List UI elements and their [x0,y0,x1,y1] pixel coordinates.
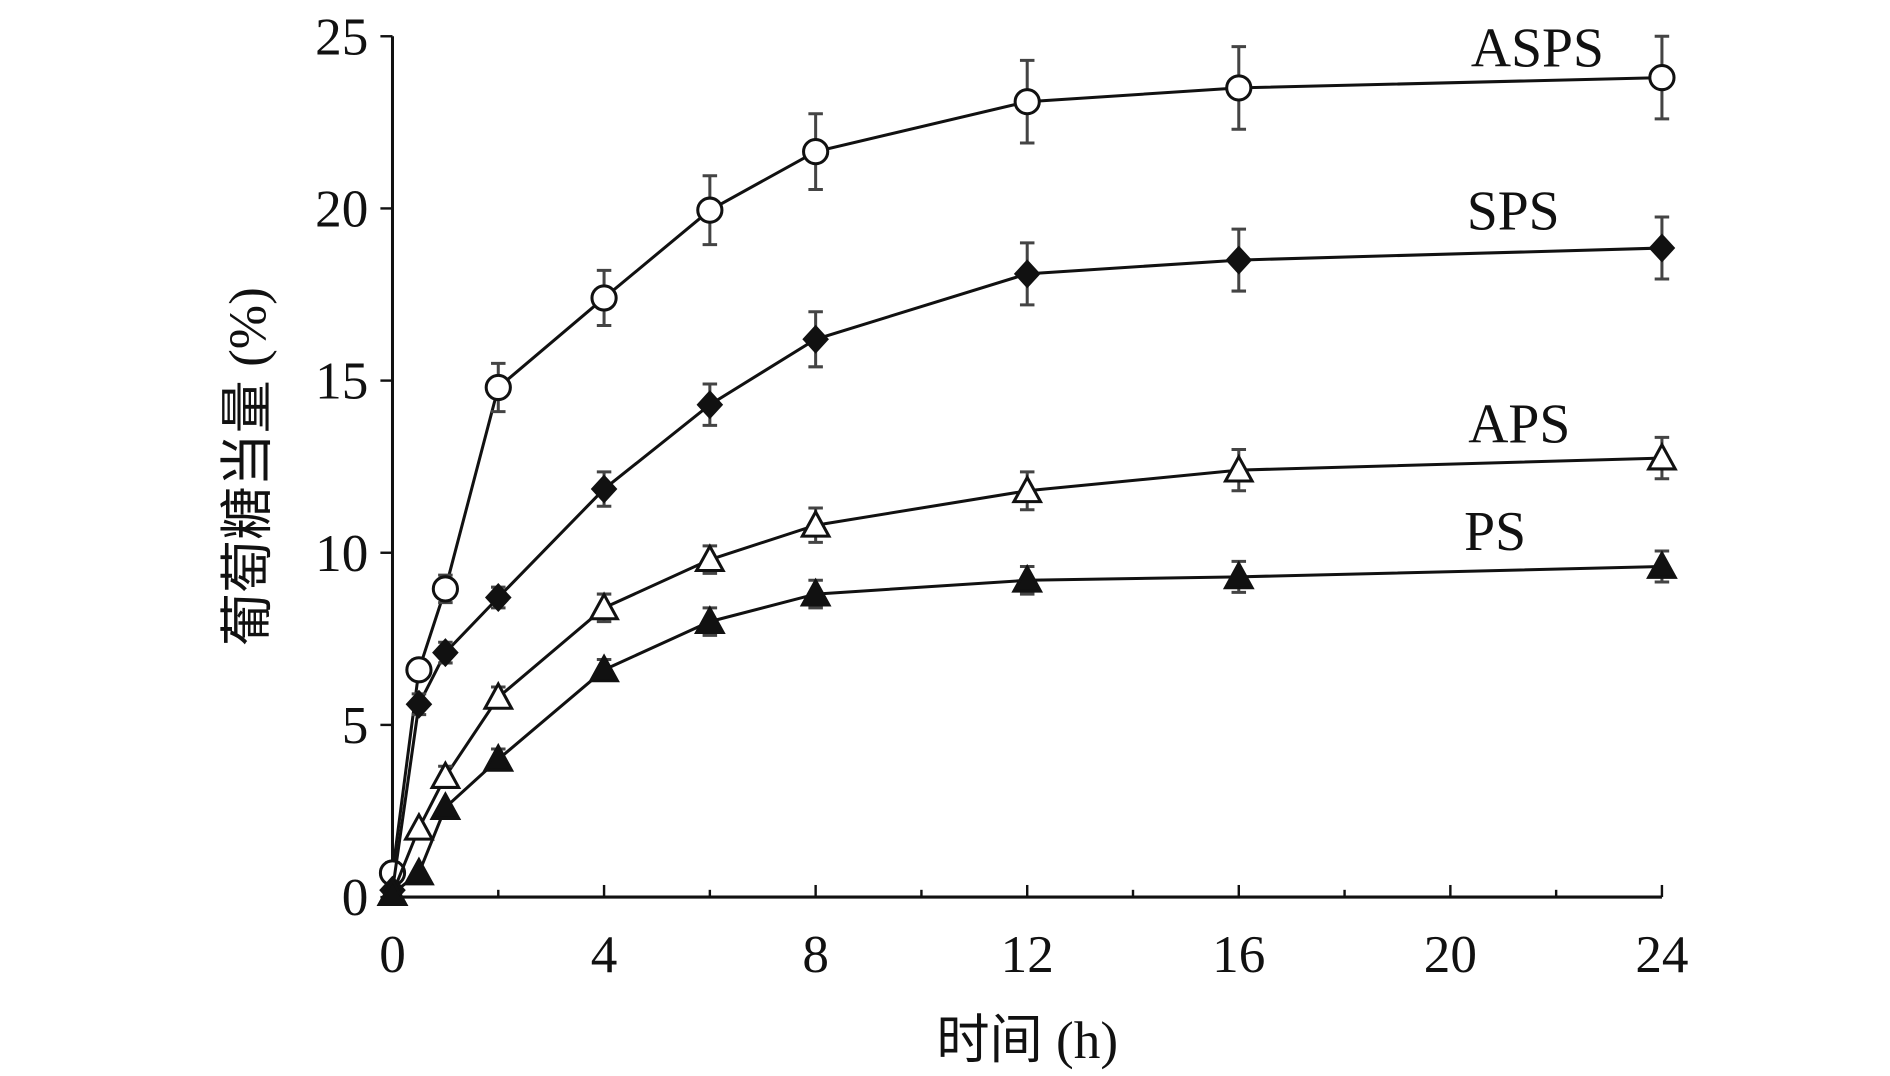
data-point-triangle [1011,474,1044,504]
data-point-triangle [429,791,462,820]
data-point-triangle [693,543,726,573]
data-point-circle [405,656,433,684]
data-point-circle [484,373,512,402]
data-point-circle [802,138,830,166]
data-point-diamond [1225,245,1253,275]
series-line [390,76,1662,874]
data-point-triangle [376,877,409,907]
data-point-triangle [1646,441,1678,471]
data-point-circle [431,575,459,603]
series-group: ASPS SPS APS PS [376,17,1678,907]
data-point-triangle [588,653,620,683]
y-tick-label: 20 [315,180,368,239]
series-label-ps: PS [1464,501,1526,563]
data-point-diamond [590,474,618,504]
data-point-diamond [484,583,512,613]
data-point-triangle [799,508,832,538]
data-point-circle [590,284,618,312]
y-axis-label: 葡萄糖当量 (%) [219,287,278,646]
data-point-triangle [799,577,832,607]
data-point-circle [1225,74,1253,102]
series-line [391,456,1662,895]
data-point-triangle [588,591,620,621]
data-point-circle [1648,63,1676,92]
data-point-triangle [1222,560,1255,590]
x-tick-label: 12 [1001,925,1054,984]
x-tick-label: 24 [1635,925,1688,984]
data-point-diamond [1648,233,1676,263]
x-tick-label: 16 [1212,925,1265,984]
x-axis-label: 时间 (h) [936,1011,1118,1070]
series-line [391,565,1662,895]
data-point-triangle [1011,563,1044,593]
y-tick-label: 5 [342,696,369,755]
axes: 0 4 8 12 16 20 24 0 5 10 15 20 25 [315,7,1688,984]
series-asps [378,34,1676,887]
x-tick-label: 0 [379,925,406,984]
data-point-circle [696,196,724,224]
y-tick-label: 15 [315,352,368,411]
data-point-diamond [405,689,433,719]
data-point-diamond [1013,259,1041,289]
data-point-triangle [403,856,435,886]
data-point-diamond [696,390,724,420]
data-point-circle [1013,88,1041,116]
series-label-asps: ASPS [1471,17,1604,79]
x-tick-label: 20 [1424,925,1477,984]
series-sps [379,215,1676,905]
data-point-triangle [693,605,726,635]
series-line [390,246,1662,891]
data-point-diamond [432,638,459,668]
data-point-triangle [1646,550,1678,579]
x-tick-label: 8 [802,925,829,984]
series-label-sps: SPS [1467,181,1560,243]
data-point-triangle [482,742,515,772]
x-tick-label: 4 [591,925,618,984]
y-tick-label: 10 [315,524,368,583]
y-tick-label: 0 [342,868,369,927]
series-ps [376,549,1678,907]
data-point-triangle [429,760,462,789]
data-point-triangle [403,811,435,841]
data-point-triangle [1222,453,1255,483]
series-label-aps: APS [1468,393,1570,455]
data-point-diamond [802,324,829,354]
data-point-triangle [482,680,515,710]
y-tick-label: 25 [315,7,368,66]
